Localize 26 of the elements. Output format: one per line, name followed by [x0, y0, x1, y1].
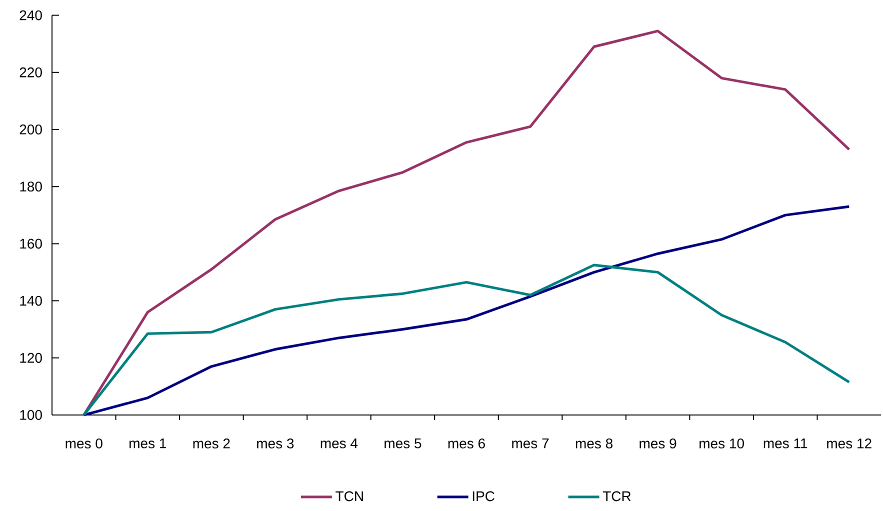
legend-label: TCR [602, 491, 631, 502]
x-tick-label: mes 12 [827, 438, 872, 448]
x-tick-label: mes 9 [640, 438, 676, 448]
x-tick-label: mes 11 [764, 438, 808, 448]
x-tick-label: mes 8 [576, 438, 612, 448]
x-tick-label: mes 2 [193, 438, 230, 448]
y-tick-label: 160 [20, 238, 42, 249]
x-tick-label: mes 6 [448, 438, 485, 448]
x-tick-label: mes 5 [384, 438, 422, 448]
y-tick-label: 120 [20, 352, 42, 363]
x-tick-label: mes 0 [66, 438, 102, 448]
y-tick-label: 200 [20, 124, 42, 134]
x-tick-label: mes 3 [257, 438, 294, 448]
line-series [82, 205, 850, 416]
legend-label: IPC [472, 491, 494, 502]
x-tick-label: mes 1 [130, 438, 166, 448]
x-tick-label: mes 4 [320, 438, 358, 448]
y-tick-label: 240 [20, 10, 42, 20]
legend-label: TCN [336, 491, 363, 502]
x-tick-label: mes 7 [512, 438, 549, 448]
y-tick-label: 100 [20, 410, 42, 420]
x-tick-label: mes 10 [700, 438, 744, 448]
y-tick-label: 180 [20, 182, 42, 192]
line-series [82, 264, 850, 416]
y-tick-label: 140 [20, 296, 42, 306]
y-tick-label: 220 [20, 67, 42, 78]
